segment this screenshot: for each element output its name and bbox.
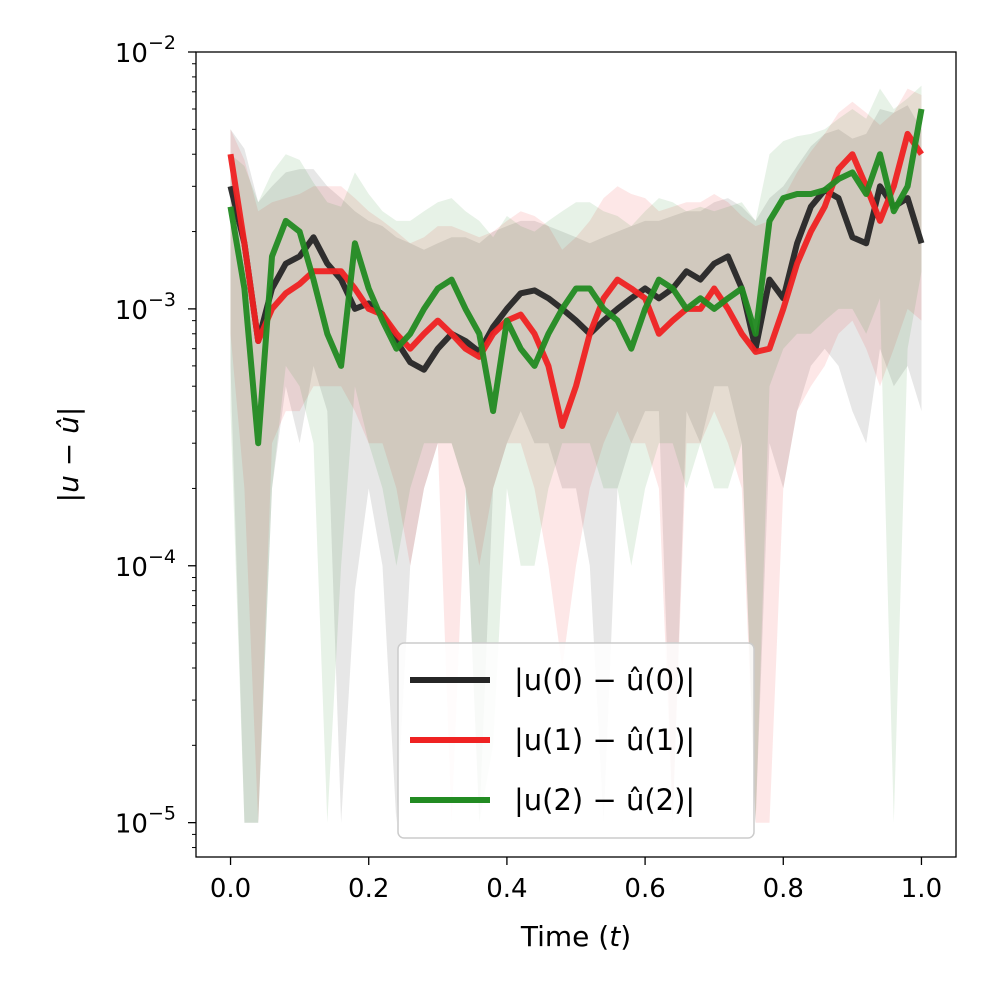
- line-series-1: [227, 130, 924, 429]
- error-lines: [227, 108, 925, 447]
- line-series-0: [227, 183, 925, 373]
- legend-label-2: |u(2) − û(2)|: [514, 783, 695, 817]
- x-tick-label: 0.6: [624, 874, 665, 904]
- legend-label-1: |u(1) − û(1)|: [514, 723, 695, 757]
- band-series-2: [230, 85, 922, 823]
- legend-label-0: |u(0) − û(0)|: [514, 663, 695, 697]
- x-tick-label: 1.0: [901, 874, 942, 904]
- band-series-1: [230, 88, 922, 823]
- x-axis-label: Time (t): [520, 920, 631, 953]
- y-tick-label: 10−2: [115, 32, 176, 69]
- y-tick-label: 10−4: [115, 546, 176, 583]
- y-axis-label: |u − û|: [52, 407, 85, 503]
- y-tick-label: 10−5: [115, 803, 176, 840]
- legend-box: [397, 642, 755, 839]
- x-axis: 0.0 0.2 0.4 0.6 0.8 1.0: [210, 857, 942, 904]
- y-axis: 10−2 10−3 10−4 10−5: [115, 32, 196, 849]
- x-tick-label: 0.4: [486, 874, 527, 904]
- y-tick-label: 10−3: [115, 289, 176, 326]
- x-tick-label: 0.0: [210, 874, 251, 904]
- line-series-2: [227, 108, 925, 447]
- x-tick-label: 0.8: [763, 874, 804, 904]
- legend: |u(0) − û(0)| |u(1) − û(1)| |u(2) − û(2)|: [397, 642, 755, 839]
- plot-frame: [195, 51, 957, 858]
- x-tick-label: 0.2: [348, 874, 389, 904]
